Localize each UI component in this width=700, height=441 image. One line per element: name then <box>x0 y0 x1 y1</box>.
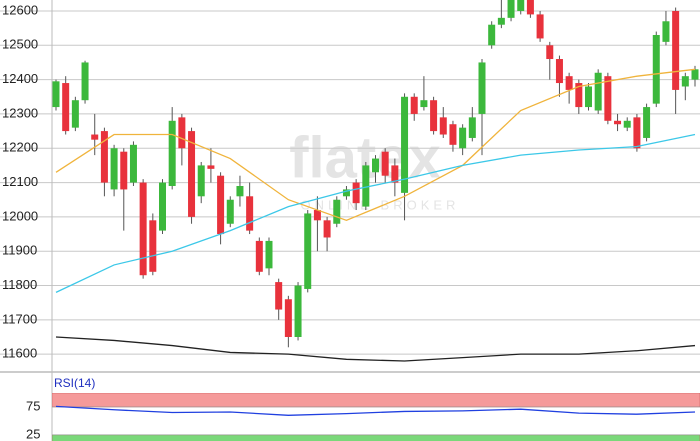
candle-body <box>217 175 225 235</box>
moving-average <box>55 336 696 362</box>
candle-body <box>643 107 651 138</box>
candle-body <box>197 165 205 197</box>
candle-body <box>623 120 631 128</box>
price-panel <box>0 0 700 362</box>
candle-body <box>372 158 379 173</box>
candle-body <box>100 131 108 183</box>
y-tick-label: 12300 <box>2 105 38 120</box>
watermark-sub: ONLINE BROKER <box>301 197 460 212</box>
candle-body <box>168 120 176 186</box>
candle-body <box>110 148 118 190</box>
candle-body <box>536 14 544 39</box>
candle-body <box>129 144 137 183</box>
candle-body <box>420 100 428 108</box>
candle-body <box>52 81 60 108</box>
candle-body <box>352 182 360 204</box>
candle-body <box>71 100 79 128</box>
candle-body <box>594 72 602 111</box>
candle-body <box>294 285 302 337</box>
labels: 11600 11700 11800 11900 12000 12100 12200 12300… <box>2 2 40 441</box>
candle-body <box>575 83 583 108</box>
y-tick-label: 11700 <box>2 311 37 326</box>
candle-body <box>139 182 147 276</box>
candle-body <box>585 86 592 108</box>
candle-body <box>633 117 641 149</box>
candle-body <box>149 220 157 272</box>
candle-body <box>120 151 128 190</box>
candle-body <box>614 120 622 125</box>
candle-body <box>275 282 283 310</box>
candle-body <box>255 240 263 272</box>
rsi-line <box>55 405 696 416</box>
candle-body <box>478 62 486 114</box>
candle-body <box>565 76 573 90</box>
candle-body <box>81 62 89 101</box>
candle-body <box>178 117 186 149</box>
candle-body <box>342 189 350 197</box>
candle-body <box>497 17 505 25</box>
candle-body <box>468 117 476 138</box>
candle-body <box>333 199 341 224</box>
y-tick-label: 11800 <box>2 277 37 292</box>
candle-body <box>236 186 244 197</box>
rsi-panel <box>52 393 700 441</box>
candle-body <box>439 117 447 135</box>
candle-body <box>517 0 525 11</box>
candle-body <box>555 59 563 84</box>
candle-body <box>681 76 689 87</box>
candle-body <box>672 10 680 90</box>
candle-body <box>323 220 331 238</box>
candle-body <box>449 124 457 145</box>
candle-body <box>313 210 321 221</box>
rsi-tick-label: 75 <box>26 398 40 413</box>
y-tick-label: 12000 <box>2 208 38 223</box>
y-tick-label: 12200 <box>2 140 38 155</box>
candle-body <box>401 96 409 193</box>
candle-body <box>91 134 99 140</box>
rsi-tick-label: 25 <box>26 426 40 441</box>
candle-body <box>526 0 534 15</box>
candle-body <box>459 127 467 149</box>
candle-body <box>391 165 399 183</box>
rsi-band <box>52 434 700 441</box>
candle-body <box>488 24 496 46</box>
candle-body <box>604 76 612 121</box>
candle-body <box>284 299 292 337</box>
candle-body <box>62 83 70 132</box>
candle-body <box>430 100 438 132</box>
rsi-band <box>52 393 700 408</box>
rsi-title: RSI(14) <box>54 376 95 390</box>
moving-average <box>55 133 696 293</box>
y-tick-label: 12500 <box>2 37 38 52</box>
candle-body <box>691 69 699 80</box>
candle-body <box>304 213 312 289</box>
candle-body <box>246 196 254 231</box>
candle-body <box>265 240 273 269</box>
candle-body <box>652 35 660 104</box>
moving-average <box>55 68 696 222</box>
candle-body <box>546 45 554 60</box>
candle-body <box>188 131 196 217</box>
candle-body <box>507 0 515 18</box>
candle-body <box>381 151 389 176</box>
candle-body <box>362 165 370 207</box>
candle-body <box>410 96 418 114</box>
candle-body <box>159 182 166 231</box>
candle-body <box>207 165 215 169</box>
y-tick-label: 12600 <box>2 2 38 17</box>
y-tick-label: 12400 <box>2 71 38 86</box>
y-tick-label: 11600 <box>2 346 37 361</box>
y-tick-label: 11900 <box>2 243 37 258</box>
candle-body <box>662 21 670 42</box>
candle-body <box>226 199 234 224</box>
y-tick-label: 12100 <box>2 174 38 189</box>
